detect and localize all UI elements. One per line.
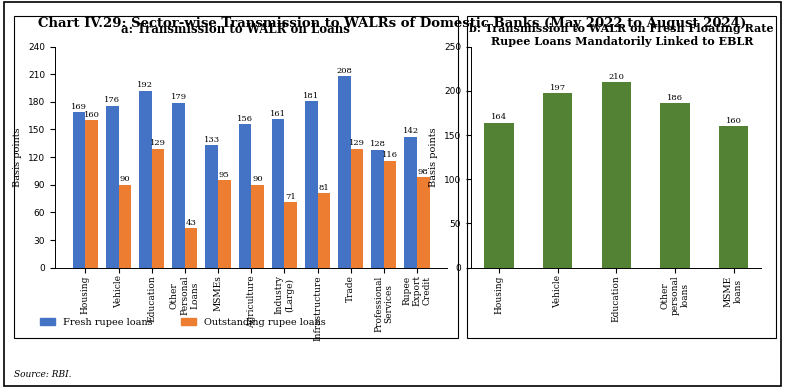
Text: 129: 129 bbox=[150, 139, 166, 147]
Legend: Fresh rupee loans, Outstanding rupee loans: Fresh rupee loans, Outstanding rupee loa… bbox=[36, 314, 329, 331]
Y-axis label: Basis points: Basis points bbox=[429, 127, 439, 187]
Text: a: Transmission to WALR on Loans: a: Transmission to WALR on Loans bbox=[121, 23, 350, 36]
Bar bbox=[317, 193, 330, 268]
Bar bbox=[338, 76, 351, 268]
Text: 129: 129 bbox=[349, 139, 365, 147]
Bar bbox=[719, 126, 748, 268]
Bar bbox=[139, 91, 152, 268]
Bar bbox=[218, 180, 231, 268]
Text: 169: 169 bbox=[71, 102, 87, 111]
Text: 176: 176 bbox=[104, 96, 120, 104]
Text: 160: 160 bbox=[725, 117, 742, 125]
Text: 71: 71 bbox=[285, 193, 296, 201]
Text: 156: 156 bbox=[237, 114, 253, 123]
Text: 181: 181 bbox=[303, 92, 319, 100]
Bar bbox=[185, 228, 198, 268]
Bar bbox=[106, 106, 119, 268]
Text: 98: 98 bbox=[418, 168, 429, 176]
Bar bbox=[484, 123, 513, 268]
Bar bbox=[86, 120, 98, 268]
Text: 210: 210 bbox=[608, 73, 624, 81]
Text: Chart IV.29: Sector-wise Transmission to WALRs of Domestic Banks (May 2022 to Au: Chart IV.29: Sector-wise Transmission to… bbox=[38, 17, 747, 31]
Text: 116: 116 bbox=[382, 151, 398, 159]
Bar bbox=[272, 120, 284, 268]
Bar bbox=[172, 103, 185, 268]
Text: 95: 95 bbox=[219, 171, 230, 179]
Text: b: Transmission to WALR on Fresh Floating Rate
Rupee Loans Mandatorily Linked to: b: Transmission to WALR on Fresh Floatin… bbox=[469, 23, 774, 47]
Text: 142: 142 bbox=[403, 128, 418, 135]
Text: 208: 208 bbox=[337, 67, 352, 74]
Text: 81: 81 bbox=[319, 184, 329, 192]
Bar bbox=[305, 101, 317, 268]
Text: 90: 90 bbox=[252, 175, 263, 184]
Y-axis label: Basis points: Basis points bbox=[13, 127, 23, 187]
Text: 197: 197 bbox=[550, 84, 566, 92]
Bar bbox=[404, 137, 417, 268]
Bar bbox=[601, 82, 631, 268]
Text: 133: 133 bbox=[203, 136, 220, 144]
Text: 90: 90 bbox=[119, 175, 130, 184]
Bar bbox=[152, 149, 164, 268]
Bar bbox=[251, 185, 264, 268]
Bar bbox=[417, 177, 429, 268]
Bar bbox=[543, 94, 572, 268]
Bar bbox=[660, 103, 689, 268]
Text: 161: 161 bbox=[270, 110, 286, 118]
Text: 160: 160 bbox=[84, 111, 100, 119]
Text: 164: 164 bbox=[491, 113, 507, 121]
Bar bbox=[119, 185, 131, 268]
Bar bbox=[351, 149, 363, 268]
Bar bbox=[206, 145, 218, 268]
Bar bbox=[73, 112, 86, 268]
Bar bbox=[239, 124, 251, 268]
Text: 186: 186 bbox=[667, 94, 683, 102]
Bar bbox=[284, 202, 297, 268]
Bar bbox=[371, 150, 384, 268]
Text: 43: 43 bbox=[186, 219, 196, 227]
Text: 192: 192 bbox=[137, 81, 153, 89]
Text: 128: 128 bbox=[370, 140, 385, 148]
Bar bbox=[384, 161, 396, 268]
Text: 179: 179 bbox=[170, 94, 187, 101]
Text: Source: RBI.: Source: RBI. bbox=[14, 371, 71, 379]
